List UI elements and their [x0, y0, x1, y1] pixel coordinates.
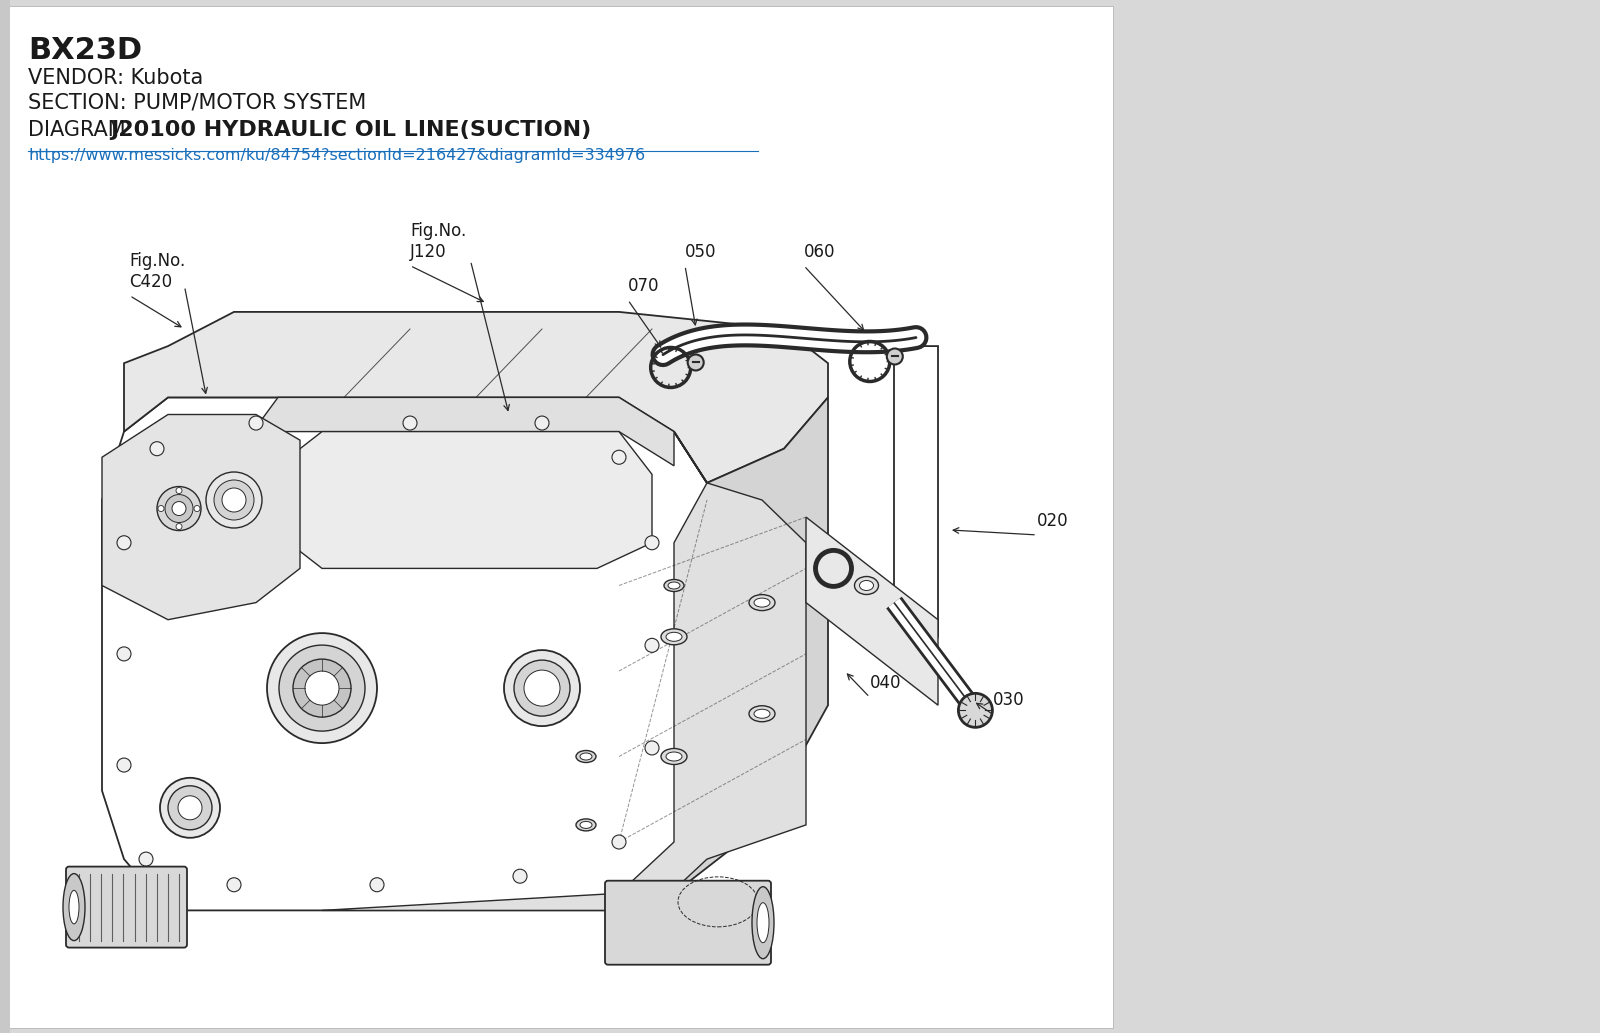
Ellipse shape: [859, 581, 874, 591]
Circle shape: [504, 650, 579, 726]
Ellipse shape: [666, 752, 682, 761]
Ellipse shape: [669, 582, 680, 589]
Circle shape: [227, 878, 242, 891]
Ellipse shape: [749, 595, 774, 611]
Ellipse shape: [754, 710, 770, 718]
Text: J20100 HYDRAULIC OIL LINE(SUCTION): J20100 HYDRAULIC OIL LINE(SUCTION): [110, 120, 592, 140]
Text: 060: 060: [803, 243, 835, 260]
Text: 020: 020: [1037, 512, 1069, 530]
Polygon shape: [125, 312, 829, 482]
Polygon shape: [278, 432, 653, 568]
Ellipse shape: [661, 629, 686, 645]
Circle shape: [178, 795, 202, 820]
Text: Fig.No.
J120: Fig.No. J120: [410, 222, 466, 260]
Circle shape: [278, 645, 365, 731]
Circle shape: [117, 758, 131, 772]
Ellipse shape: [661, 749, 686, 764]
Text: https://www.messicks.com/ku/84754?sectionId=216427&diagramId=334976: https://www.messicks.com/ku/84754?sectio…: [29, 148, 645, 163]
Circle shape: [306, 671, 339, 706]
Polygon shape: [894, 346, 938, 654]
Ellipse shape: [664, 580, 685, 592]
FancyBboxPatch shape: [605, 881, 771, 965]
Ellipse shape: [576, 751, 595, 762]
Polygon shape: [102, 414, 301, 620]
Circle shape: [222, 488, 246, 512]
Circle shape: [214, 480, 254, 520]
Circle shape: [645, 638, 659, 653]
Text: VENDOR: Kubota: VENDOR: Kubota: [29, 68, 203, 88]
Circle shape: [117, 536, 131, 550]
Ellipse shape: [854, 576, 878, 595]
Circle shape: [168, 786, 211, 829]
Ellipse shape: [579, 821, 592, 828]
Circle shape: [176, 488, 182, 494]
Circle shape: [514, 660, 570, 716]
Circle shape: [158, 505, 165, 511]
Circle shape: [886, 348, 902, 365]
Circle shape: [160, 778, 221, 838]
Ellipse shape: [69, 890, 78, 924]
Circle shape: [173, 502, 186, 515]
Circle shape: [293, 659, 350, 717]
Circle shape: [157, 487, 202, 531]
Circle shape: [958, 693, 992, 727]
Text: 070: 070: [627, 277, 659, 294]
Polygon shape: [102, 398, 707, 910]
Bar: [0, 0, 10, 1033]
Circle shape: [611, 450, 626, 464]
Text: Fig.No.
C420: Fig.No. C420: [130, 252, 186, 290]
Text: 030: 030: [994, 691, 1024, 710]
Circle shape: [611, 835, 626, 849]
Polygon shape: [322, 482, 806, 910]
Text: DIAGRAM:: DIAGRAM:: [29, 120, 139, 140]
Polygon shape: [234, 398, 674, 466]
Circle shape: [267, 633, 378, 743]
Circle shape: [117, 647, 131, 661]
Circle shape: [250, 416, 262, 430]
Circle shape: [514, 869, 526, 883]
Circle shape: [688, 354, 704, 371]
Text: 040: 040: [870, 675, 901, 692]
Text: 050: 050: [685, 243, 717, 260]
Circle shape: [645, 741, 659, 755]
Circle shape: [150, 442, 165, 456]
FancyBboxPatch shape: [8, 6, 1114, 1028]
Ellipse shape: [62, 874, 85, 941]
Circle shape: [176, 524, 182, 530]
Polygon shape: [619, 398, 829, 910]
Ellipse shape: [749, 706, 774, 722]
Ellipse shape: [666, 632, 682, 641]
Ellipse shape: [579, 753, 592, 760]
Ellipse shape: [754, 598, 770, 607]
Circle shape: [370, 878, 384, 891]
Circle shape: [403, 416, 418, 430]
Circle shape: [534, 416, 549, 430]
Ellipse shape: [757, 903, 770, 943]
Circle shape: [645, 536, 659, 550]
Circle shape: [139, 852, 154, 866]
Circle shape: [165, 495, 194, 523]
Polygon shape: [806, 518, 938, 706]
Text: SECTION: PUMP/MOTOR SYSTEM: SECTION: PUMP/MOTOR SYSTEM: [29, 93, 366, 113]
Text: BX23D: BX23D: [29, 36, 142, 65]
Circle shape: [206, 472, 262, 528]
Ellipse shape: [752, 886, 774, 959]
FancyBboxPatch shape: [66, 867, 187, 947]
Circle shape: [525, 670, 560, 707]
Ellipse shape: [576, 819, 595, 831]
Circle shape: [194, 505, 200, 511]
